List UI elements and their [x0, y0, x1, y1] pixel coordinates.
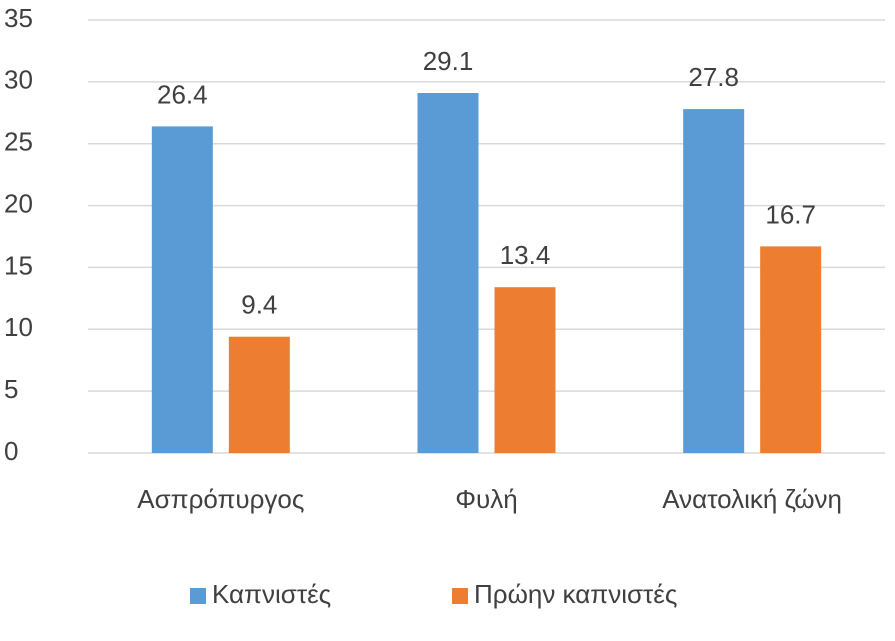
y-tick-label: 30 — [4, 65, 33, 95]
legend-swatch — [452, 588, 468, 604]
legend-swatch — [190, 588, 206, 604]
x-tick-label: Ανατολική ζώνη — [662, 484, 842, 514]
bar — [417, 92, 479, 454]
data-label: 29.1 — [423, 46, 474, 76]
data-label: 9.4 — [241, 290, 277, 320]
bar — [151, 126, 213, 453]
bar — [494, 287, 556, 453]
bar — [228, 336, 290, 453]
data-label: 27.8 — [688, 62, 739, 92]
y-tick-label: 10 — [4, 312, 33, 342]
data-label: 26.4 — [157, 79, 208, 109]
y-tick-label: 5 — [4, 374, 18, 404]
data-label: 13.4 — [500, 240, 551, 270]
x-tick-label: Φυλή — [455, 484, 517, 514]
y-tick-label: 35 — [4, 3, 33, 33]
legend-label: Πρώην καπνιστές — [474, 579, 677, 609]
x-tick-label: Ασπρόπυργος — [137, 484, 304, 514]
y-tick-label: 0 — [4, 436, 18, 466]
y-tick-label: 25 — [4, 127, 33, 157]
y-tick-label: 15 — [4, 250, 33, 280]
bar — [683, 109, 745, 454]
legend-label: Καπνιστές — [212, 579, 331, 609]
bar — [760, 246, 822, 453]
data-label: 16.7 — [765, 199, 816, 229]
y-tick-label: 20 — [4, 188, 33, 218]
